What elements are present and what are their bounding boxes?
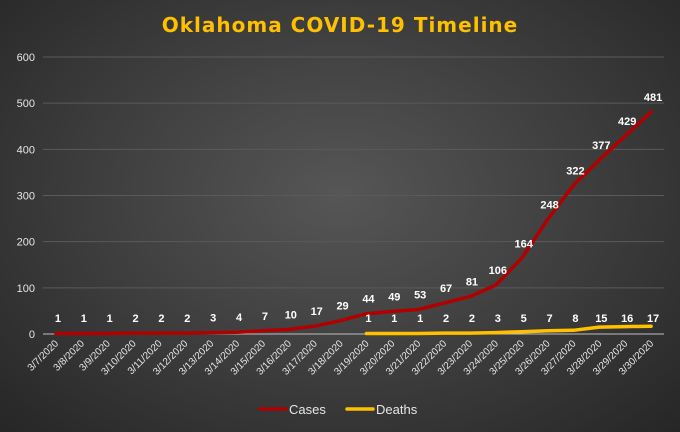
data-label-deaths: 8 [572, 313, 578, 325]
data-label-deaths: 15 [595, 313, 607, 325]
data-label-cases: 53 [414, 290, 426, 302]
y-tick-label: 600 [17, 52, 35, 64]
y-tick-label: 300 [17, 191, 35, 203]
data-label-cases: 3 [210, 313, 216, 325]
data-label-cases: 1 [107, 313, 113, 325]
y-tick-label: 500 [17, 98, 35, 110]
data-label-deaths: 7 [547, 313, 553, 325]
data-label-cases: 481 [644, 92, 662, 104]
data-label-cases: 377 [592, 140, 610, 152]
data-label-deaths: 1 [391, 313, 397, 325]
data-label-cases: 49 [388, 291, 400, 303]
y-tick-label: 100 [17, 283, 35, 295]
data-label-cases: 7 [262, 311, 268, 323]
gridlines [43, 56, 664, 335]
data-label-cases: 2 [184, 313, 190, 325]
legend-label-cases: Cases [289, 402, 326, 417]
data-label-cases: 29 [336, 301, 348, 313]
series-line-cases [54, 110, 653, 336]
data-label-cases: 2 [133, 313, 139, 325]
data-label-cases: 164 [515, 238, 534, 250]
data-label-deaths: 2 [469, 313, 475, 325]
data-label-deaths: 3 [495, 313, 501, 325]
y-tick-label: 0 [29, 329, 35, 341]
data-label-deaths: 1 [365, 313, 371, 325]
data-label-deaths: 17 [647, 313, 659, 325]
data-label-cases: 10 [285, 309, 297, 321]
data-label-cases: 67 [440, 283, 452, 295]
data-label-cases: 106 [489, 265, 507, 277]
legend-label-deaths: Deaths [376, 402, 418, 417]
x-axis: 3/7/20203/8/20203/9/20203/10/20203/11/20… [26, 338, 657, 378]
data-label-deaths: 16 [621, 313, 633, 325]
data-label-cases: 17 [311, 306, 323, 318]
data-label-cases: 429 [618, 116, 636, 128]
y-tick-label: 200 [17, 237, 35, 249]
series-lines [54, 110, 653, 336]
data-label-cases: 1 [81, 313, 87, 325]
data-label-deaths: 2 [443, 313, 449, 325]
data-label-cases: 2 [158, 313, 164, 325]
data-label-cases: 81 [466, 277, 478, 289]
data-label-cases: 44 [362, 294, 375, 306]
legend: Cases Deaths [258, 402, 418, 417]
data-label-cases: 248 [540, 200, 558, 212]
series-line-deaths [364, 324, 653, 336]
data-label-deaths: 1 [417, 313, 423, 325]
y-axis: 0 100 200 300 400 500 600 [17, 52, 35, 341]
chart-title: Oklahoma COVID-19 Timeline [162, 13, 518, 37]
y-tick-label: 400 [17, 144, 35, 156]
data-label-cases: 1 [55, 313, 61, 325]
data-label-deaths: 5 [521, 313, 527, 325]
data-label-cases: 322 [566, 165, 584, 177]
data-label-cases: 4 [236, 312, 243, 324]
